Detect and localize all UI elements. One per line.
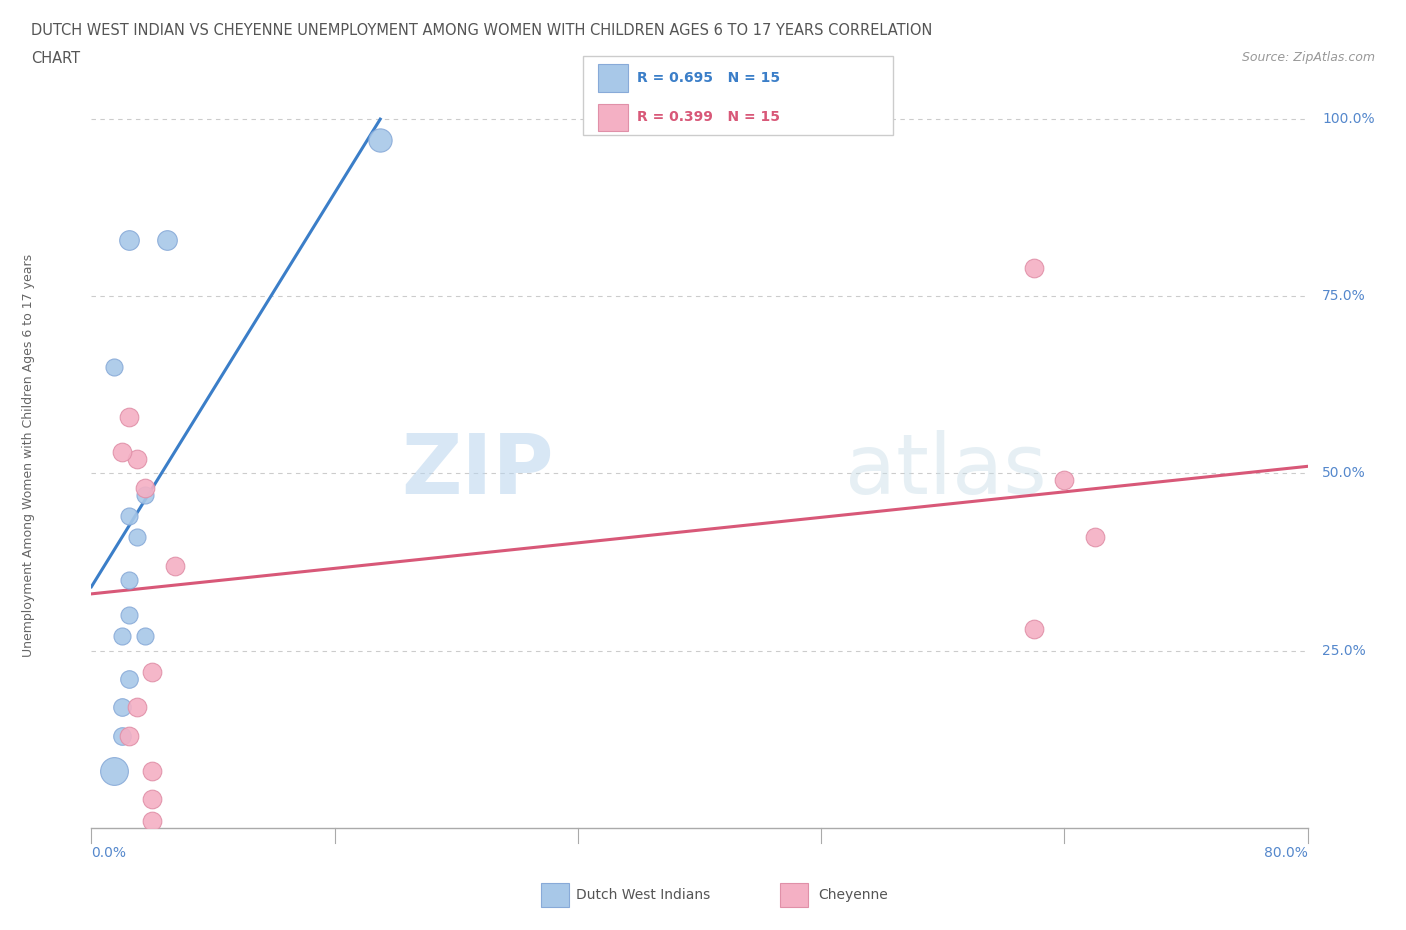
Point (1053, 473, 1076, 488)
Point (118, 409, 141, 424)
Point (118, 607, 141, 622)
Point (125, 699, 148, 714)
Point (368, 133, 391, 148)
Point (111, 699, 134, 714)
Point (141, 664, 163, 679)
Text: 0.0%: 0.0% (91, 846, 127, 860)
Point (111, 629, 134, 644)
Text: 25.0%: 25.0% (1322, 644, 1365, 658)
Text: atlas: atlas (845, 430, 1047, 512)
Point (103, 360, 125, 375)
Point (141, 813, 163, 828)
Point (125, 452, 148, 467)
Point (156, 232, 179, 247)
Point (141, 792, 163, 807)
Point (118, 671, 141, 686)
Text: Unemployment Among Women with Children Ages 6 to 17 years: Unemployment Among Women with Children A… (21, 254, 35, 658)
Point (103, 764, 125, 778)
Point (118, 728, 141, 743)
Point (1084, 530, 1107, 545)
Text: 75.0%: 75.0% (1322, 289, 1365, 303)
Point (118, 572, 141, 587)
Point (134, 487, 156, 502)
Point (111, 445, 134, 459)
Text: Source: ZipAtlas.com: Source: ZipAtlas.com (1241, 51, 1375, 64)
Point (118, 509, 141, 524)
Point (134, 629, 156, 644)
Point (163, 558, 186, 573)
Text: Dutch West Indians: Dutch West Indians (576, 887, 710, 902)
Text: CHART: CHART (31, 51, 80, 66)
Text: DUTCH WEST INDIAN VS CHEYENNE UNEMPLOYMENT AMONG WOMEN WITH CHILDREN AGES 6 TO 1: DUTCH WEST INDIAN VS CHEYENNE UNEMPLOYME… (31, 23, 932, 38)
Text: R = 0.399   N = 15: R = 0.399 N = 15 (637, 111, 780, 125)
Text: 80.0%: 80.0% (1264, 846, 1308, 860)
Point (1022, 260, 1045, 275)
Text: ZIP: ZIP (401, 430, 554, 512)
Text: R = 0.695   N = 15: R = 0.695 N = 15 (637, 71, 780, 85)
Point (1022, 622, 1045, 637)
Point (118, 232, 141, 247)
Point (125, 530, 148, 545)
Text: 50.0%: 50.0% (1322, 467, 1365, 481)
Point (141, 764, 163, 778)
Point (134, 480, 156, 495)
Text: 100.0%: 100.0% (1322, 113, 1375, 126)
Point (111, 728, 134, 743)
Text: Cheyenne: Cheyenne (818, 887, 889, 902)
